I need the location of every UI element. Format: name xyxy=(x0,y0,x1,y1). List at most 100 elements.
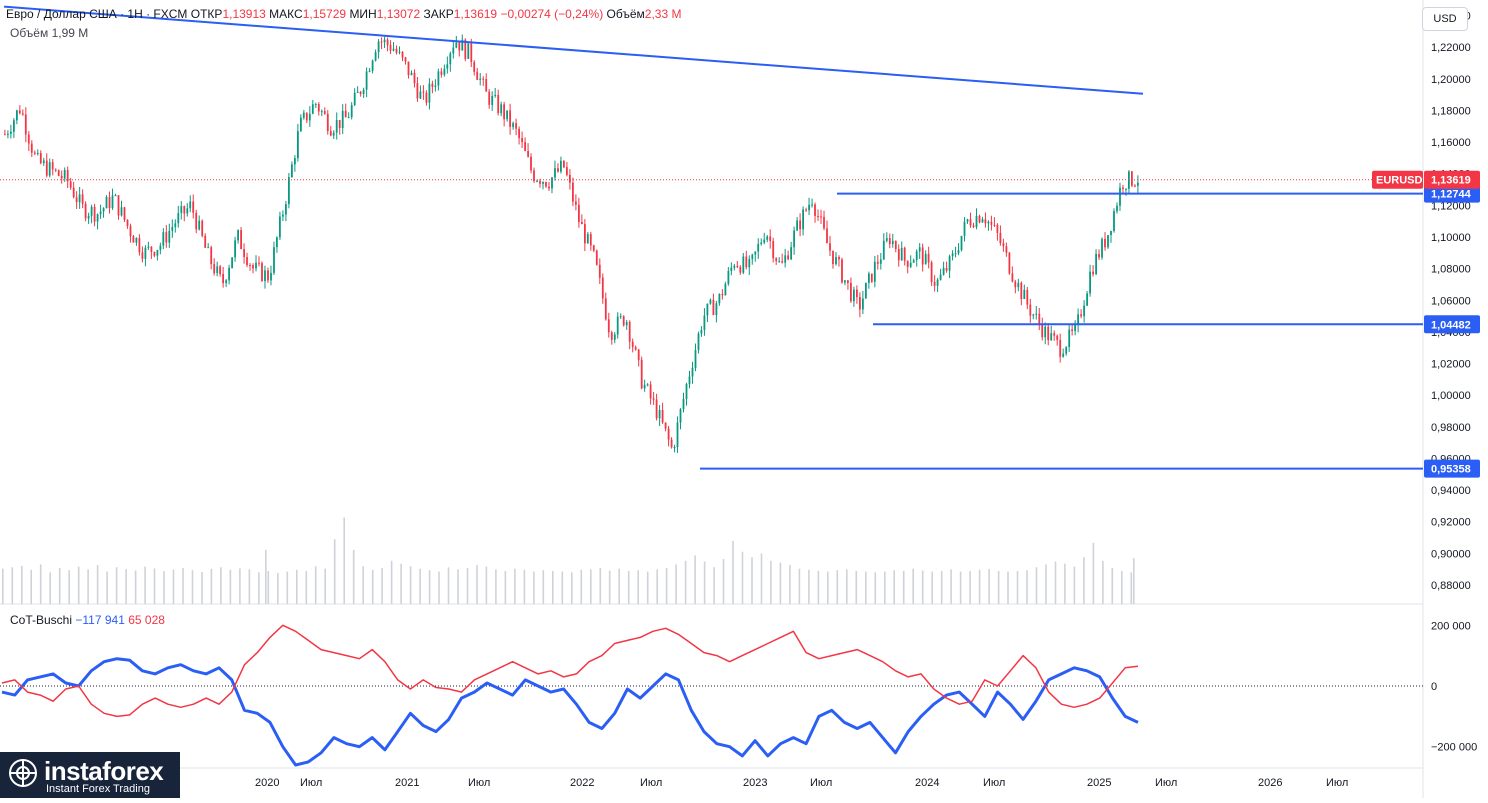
candle-body xyxy=(975,216,978,228)
candle-body xyxy=(676,422,679,447)
volume-bar xyxy=(1111,568,1114,604)
time-tick-label: 2024 xyxy=(915,777,939,789)
candle-body xyxy=(512,123,514,127)
candle-body xyxy=(338,120,341,128)
candle-body xyxy=(1095,253,1097,275)
price-tick-label: 1,20000 xyxy=(1431,74,1471,86)
volume-bar xyxy=(267,570,270,604)
candle-body xyxy=(658,410,661,419)
volume-bar xyxy=(1121,570,1123,604)
candle-body xyxy=(646,384,649,386)
candle-body xyxy=(1056,335,1059,340)
candle-body xyxy=(264,270,266,281)
volume-bar xyxy=(125,569,127,604)
level-price-label: 1,04482 xyxy=(1431,319,1471,331)
trendline xyxy=(3,5,1144,95)
candle-body xyxy=(437,71,440,86)
candle-body xyxy=(500,104,503,114)
candle-body xyxy=(978,216,981,223)
candle-body xyxy=(625,322,628,326)
volume-bar xyxy=(381,568,383,604)
time-tick-label: Июл xyxy=(468,777,490,789)
candle-body xyxy=(332,132,335,136)
candle-body xyxy=(760,242,763,244)
cot-legend[interactable]: CoT-Buschi −117 941 65 028 xyxy=(10,613,165,627)
candle-body xyxy=(634,347,637,350)
symbol-title[interactable]: Евро / Доллар США · 1Н · FXCM xyxy=(6,7,188,21)
candle-body xyxy=(425,92,428,103)
candle-body xyxy=(308,113,311,121)
volume-bar xyxy=(144,566,146,604)
candle-body xyxy=(198,220,201,230)
candle-body xyxy=(607,319,610,333)
change-value: −0,00274 (−0,24%) xyxy=(500,7,604,21)
candle-body xyxy=(781,261,784,263)
volume-bar xyxy=(182,568,184,604)
candle-body xyxy=(177,213,180,224)
candle-body xyxy=(159,245,162,250)
volume-bar xyxy=(409,566,412,604)
candle-body xyxy=(440,71,443,75)
candle-body xyxy=(1020,282,1023,299)
candle-body xyxy=(404,57,407,62)
volume-bar xyxy=(846,569,848,604)
candle-body xyxy=(282,214,284,217)
volume-bar xyxy=(495,569,497,604)
candle-body xyxy=(742,256,745,273)
high-label: МАКС xyxy=(269,7,303,21)
candle-body xyxy=(981,219,984,223)
candle-body xyxy=(120,207,123,216)
candle-body xyxy=(1023,289,1026,299)
volume-bar xyxy=(277,573,279,604)
candle-body xyxy=(790,247,792,260)
candle-body xyxy=(497,95,500,114)
volume-value: 2,33 M xyxy=(644,7,682,21)
candle-body xyxy=(649,384,652,399)
candle-body xyxy=(108,197,111,208)
candle-body xyxy=(288,177,290,205)
volume-spike-bar xyxy=(1133,558,1135,604)
volume-bar xyxy=(514,568,516,604)
volume-bar xyxy=(722,559,725,604)
symbol-tag-label: EURUSD xyxy=(1376,175,1423,187)
candle-body xyxy=(93,206,96,222)
candle-body xyxy=(246,257,248,265)
volume-bar xyxy=(466,568,469,604)
volume-indicator-legend[interactable]: Объём 1,99 M xyxy=(10,26,88,40)
time-tick-label: 2026 xyxy=(1258,777,1282,789)
candle-body xyxy=(1068,329,1071,348)
candle-body xyxy=(326,113,329,131)
candle-body xyxy=(341,110,344,128)
candle-body xyxy=(476,71,479,80)
symbol-header: Евро / Доллар США · 1Н · FXCM ОТКР1,1391… xyxy=(6,7,681,21)
candle-body xyxy=(329,131,332,136)
candle-body xyxy=(903,247,906,261)
logo-tagline: Instant Forex Trading xyxy=(46,783,150,795)
volume-bar xyxy=(713,567,715,604)
candle-body xyxy=(141,252,144,259)
volume-bar xyxy=(884,571,886,604)
candle-body xyxy=(273,247,275,273)
volume-bar xyxy=(789,565,791,604)
candle-body xyxy=(715,303,718,315)
candle-body xyxy=(951,253,954,257)
candle-body xyxy=(757,243,760,252)
candle-body xyxy=(604,298,607,320)
candle-body xyxy=(189,201,192,209)
candle-body xyxy=(1053,333,1056,336)
candle-body xyxy=(216,266,219,274)
candle-body xyxy=(222,274,224,284)
candle-body xyxy=(33,152,36,154)
candle-body xyxy=(168,230,171,243)
price-tick-label: 1,02000 xyxy=(1431,359,1471,371)
candle-body xyxy=(589,234,592,246)
candle-body xyxy=(359,91,362,94)
candle-body xyxy=(868,273,870,283)
currency-button[interactable]: USD xyxy=(1422,7,1468,31)
candle-body xyxy=(772,241,775,259)
current-price-tag xyxy=(1424,170,1480,189)
candle-body xyxy=(1125,188,1127,190)
candle-body xyxy=(297,131,299,159)
